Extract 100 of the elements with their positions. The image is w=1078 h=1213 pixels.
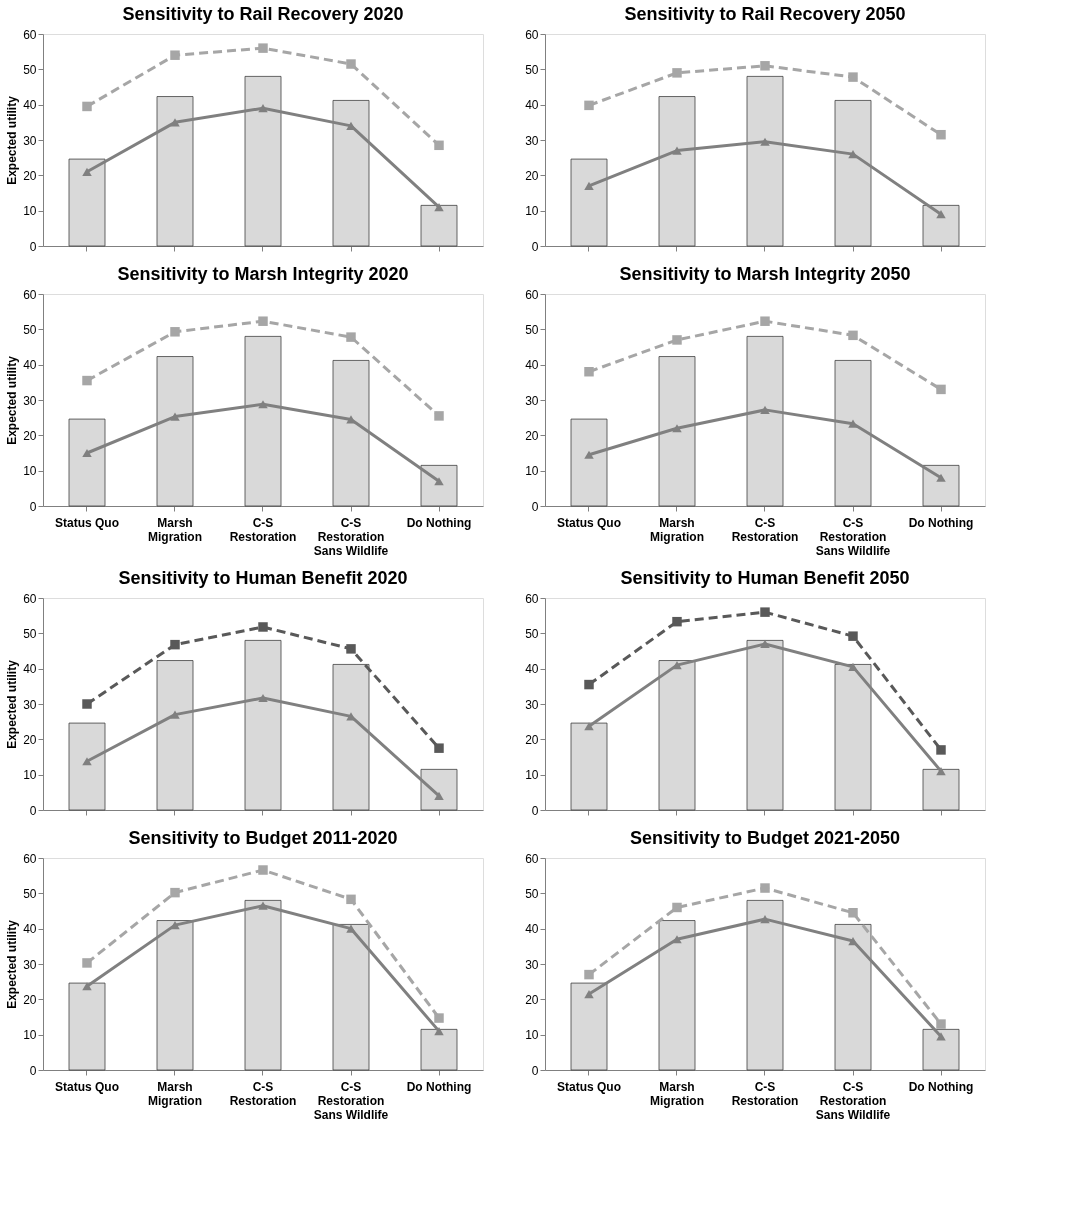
x-tick-label: Status Quo [556, 515, 622, 530]
point [760, 883, 770, 893]
point [346, 894, 356, 905]
bar [746, 336, 784, 507]
bar [244, 336, 282, 507]
point [936, 745, 946, 755]
point [82, 699, 92, 709]
x-tick-label: Status Quo [54, 515, 120, 530]
y-tick-label: 20 [525, 992, 539, 1007]
y-tick-label: 40 [525, 98, 539, 113]
y-tick-label: 50 [525, 626, 539, 641]
bar [156, 96, 194, 247]
point [848, 150, 858, 159]
point [82, 375, 92, 386]
x-tick-label: Do Nothing [406, 515, 472, 530]
y-axis-title: Expected utility [5, 355, 20, 445]
bar [68, 722, 106, 811]
point [848, 936, 858, 946]
y-tick-label: 20 [525, 168, 539, 183]
point [936, 473, 946, 482]
bar [834, 924, 872, 1071]
y-tick-label: 0 [531, 499, 539, 514]
x-tick-label: C-S Restoration Sans Wildlife [815, 515, 891, 558]
point [434, 1013, 444, 1023]
y-tick-label: 40 [23, 922, 37, 937]
x-tick-label: Status Quo [556, 1079, 622, 1094]
point [346, 415, 356, 424]
bar [834, 100, 872, 247]
y-tick-label: 50 [525, 322, 539, 337]
bar [658, 920, 696, 1071]
point [672, 935, 682, 944]
bar [244, 900, 282, 1071]
y-tick-label: 20 [23, 992, 37, 1007]
point [346, 332, 356, 342]
y-tick-label: 50 [23, 62, 37, 77]
bar [658, 96, 696, 247]
point [258, 622, 268, 632]
point [848, 631, 858, 641]
y-tick-label: 60 [525, 591, 539, 606]
point [258, 693, 268, 703]
point [936, 1032, 946, 1041]
x-tick-label: C-S Restoration [731, 515, 799, 544]
chart-title: Sensitivity to Marsh Integrity 2020 [117, 264, 409, 284]
y-tick-label: 0 [29, 499, 37, 514]
point [760, 405, 770, 414]
bar [244, 640, 282, 811]
bar [922, 204, 960, 247]
bar [570, 418, 608, 507]
chart-title: Sensitivity to Budget 2021-2050 [629, 828, 901, 848]
bar [834, 664, 872, 811]
y-tick-label: 20 [23, 732, 37, 747]
point [848, 908, 858, 918]
bar [332, 664, 370, 811]
point [672, 902, 682, 913]
point [170, 639, 180, 650]
bar [746, 640, 784, 811]
bar [658, 356, 696, 507]
point [170, 887, 180, 898]
x-tick-label: C-S Restoration [229, 515, 297, 544]
bar [420, 464, 458, 507]
point [346, 59, 356, 69]
bar [922, 1028, 960, 1071]
y-tick-label: 20 [525, 732, 539, 747]
point [672, 146, 682, 155]
y-tick-label: 10 [525, 1028, 539, 1043]
bar [156, 920, 194, 1071]
point [936, 129, 946, 140]
chart-title: Sensitivity to Marsh Integrity 2050 [619, 264, 911, 284]
bar [332, 924, 370, 1071]
point [584, 722, 594, 731]
bar [332, 360, 370, 507]
chart-title: Sensitivity to Human Benefit 2020 [118, 568, 408, 588]
y-tick-label: 10 [23, 204, 37, 219]
point [434, 140, 444, 151]
y-tick-label: 10 [525, 464, 539, 479]
point [848, 72, 858, 82]
bar [156, 356, 194, 507]
bar [420, 1028, 458, 1071]
point [170, 412, 180, 421]
x-tick-label: Do Nothing [908, 515, 974, 530]
point [760, 915, 770, 924]
y-tick-label: 10 [23, 464, 37, 479]
point [760, 607, 770, 617]
y-tick-label: 0 [531, 239, 539, 254]
point [584, 181, 594, 191]
bar [244, 76, 282, 247]
point [584, 366, 594, 377]
bar [420, 768, 458, 811]
y-tick-label: 30 [23, 133, 37, 148]
y-tick-label: 30 [525, 133, 539, 148]
bar [658, 660, 696, 811]
bar [746, 900, 784, 1071]
bar [922, 464, 960, 507]
y-tick-label: 30 [23, 393, 37, 408]
chart-title: Sensitivity to Rail Recovery 2020 [122, 4, 404, 24]
y-tick-label: 10 [525, 768, 539, 783]
point [584, 450, 594, 459]
point [82, 757, 92, 766]
point [936, 210, 946, 219]
bar [922, 768, 960, 811]
